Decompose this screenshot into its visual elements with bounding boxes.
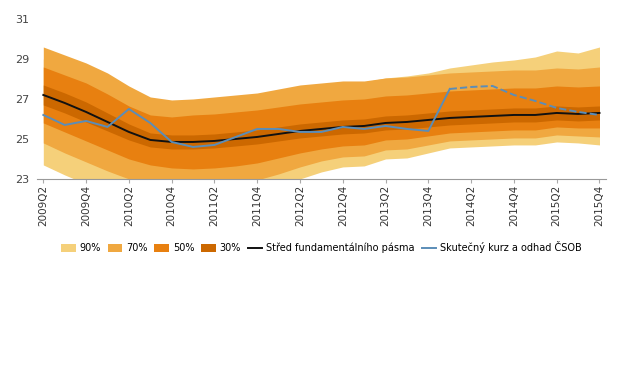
Legend: 90%, 70%, 50%, 30%, Střed fundamentálního pásma, Skutečný kurz a odhad ČSOB: 90%, 70%, 50%, 30%, Střed fundamentálníh… xyxy=(57,237,586,257)
